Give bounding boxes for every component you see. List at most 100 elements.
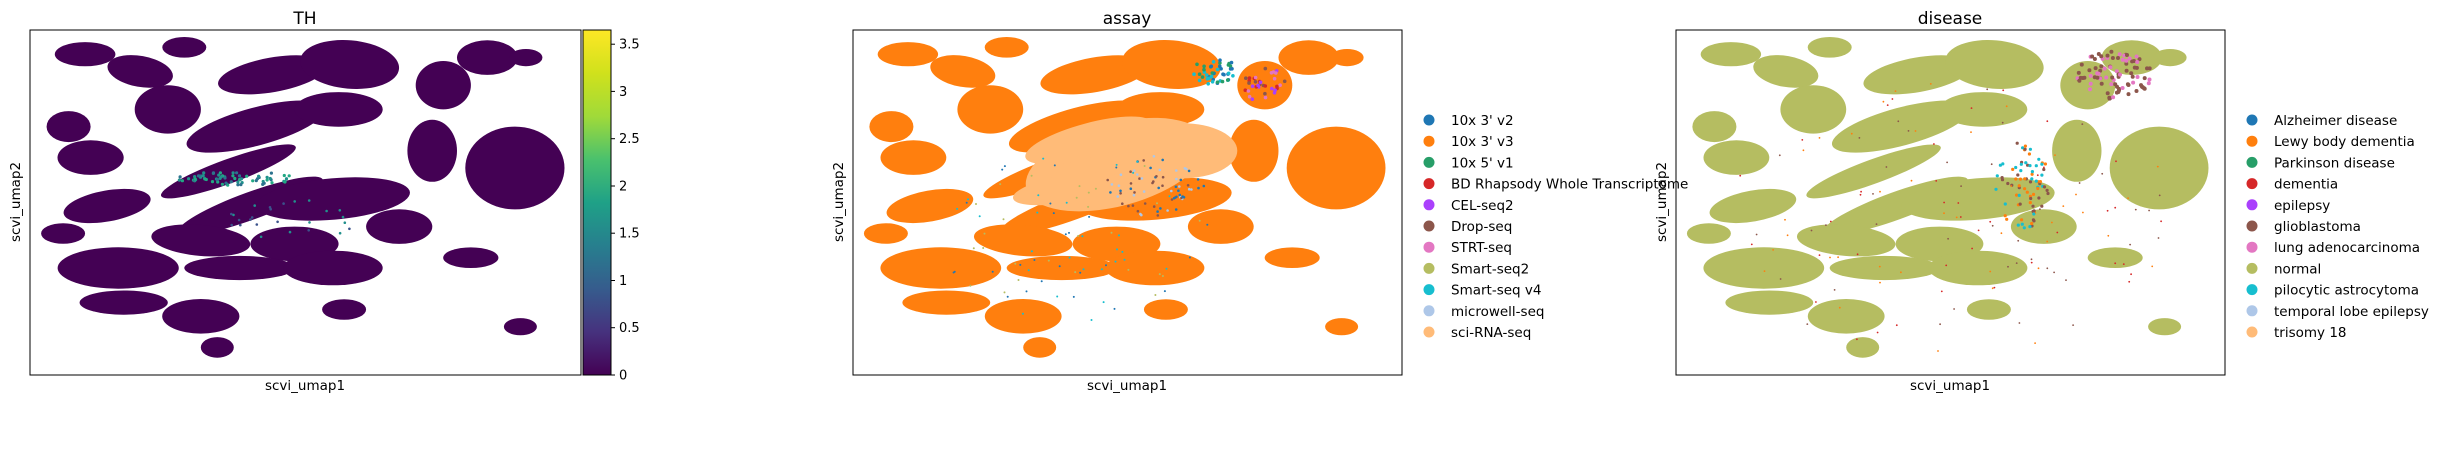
disease-point [2142,86,2147,91]
disease-point [2015,141,2019,145]
assay-point [1136,209,1140,213]
disease-xlabel: scvi_umap1 [1910,378,1990,394]
assay-point [975,203,977,205]
legend-label: STRT-seq [1451,240,1512,256]
assay-point [1175,169,1178,172]
assay-point [1188,256,1191,259]
disease-point [1947,237,1949,240]
disease-point [2032,209,2036,213]
cluster-2 [107,55,173,88]
assay-point [1052,212,1055,215]
assay-point [1156,210,1159,213]
disease-point [2034,179,2038,183]
th-high-expression-point [270,181,274,185]
disease-point [1885,166,1888,168]
legend-marker [1423,284,1435,296]
legend-label: pilocytic astrocytoma [2274,283,2419,299]
assay-point [1114,260,1117,263]
assay-point [1058,265,1061,268]
disease-point [2046,240,2049,243]
disease-point [2109,82,2114,87]
sci-rna-seq-region [1012,172,1122,206]
disease-point [2016,173,2020,177]
disease-point [2137,57,2142,62]
colorbar-tick-label: 0.5 [619,321,640,336]
cluster-16 [160,144,296,199]
cluster-5 [1040,55,1149,95]
assay-point [1206,223,1209,226]
assay-point [1202,67,1206,72]
disease-point [1953,308,1955,310]
assay-point [1219,67,1223,71]
assay-point [1210,71,1215,75]
assay-point [1197,78,1202,83]
assay-point [1158,168,1162,172]
legend-marker [1423,156,1435,168]
disease-point [2131,80,2136,85]
cluster-12 [2109,126,2209,210]
assay-point [1211,60,1216,64]
disease-point [2023,187,2027,191]
th-high-expression-point [231,174,235,178]
assay-point [1155,175,1158,178]
disease-point [1897,120,1900,123]
assay-point [1003,291,1006,294]
colorbar-tick-label: 2.5 [619,132,640,147]
colorbar-tick-label: 2 [619,180,627,195]
disease-point [2160,220,2163,223]
disease-point [2005,217,2009,221]
disease-point [2053,271,2056,274]
disease-point [2120,57,2125,62]
cluster-31 [1846,337,1880,358]
disease-point [2110,75,2115,80]
cluster-13 [46,111,91,143]
assay-point [1136,160,1139,163]
disease-point [2099,54,2104,59]
disease-point [2127,56,2132,61]
disease-point [2090,54,2095,59]
disease-point [2034,164,2038,168]
disease-legend: Alzheimer disease Lewy body dementia Parki… [2246,113,2429,341]
disease-point [1945,264,1948,267]
assay-point [1117,184,1121,187]
disease-point [1779,278,1782,280]
th-high-expression-point [265,178,269,182]
assay-point [1027,269,1030,272]
cluster-3 [984,37,1029,58]
disease-point [1838,306,1841,309]
legend-marker [2246,156,2258,168]
disease-point [1970,107,1973,109]
assay-point [1087,205,1090,208]
th-high-expression-point [224,181,228,185]
disease-point [2109,49,2114,54]
cluster-27 [79,290,168,315]
cluster-3 [1807,37,1852,58]
th-high-expression-point [193,175,197,179]
colorbar-tick-label: 3.5 [619,38,640,53]
disease-point [2019,169,2023,173]
cluster-21 [973,224,1073,257]
cluster-31 [200,337,234,358]
cluster-8 [294,92,383,127]
colorbar-tick-label: 3 [619,85,627,100]
assay-point [1210,80,1215,84]
th-high-expression-point [203,177,207,181]
disease-point [2088,73,2093,78]
disease-point [2088,87,2092,92]
disease-point [2046,191,2050,196]
assay-point [1132,169,1136,172]
cluster-28 [162,299,240,334]
disease-point [2157,237,2160,239]
th-high-expression-point [215,178,219,182]
th-high-expression-point [268,176,272,181]
th-high-expression-point [193,177,197,181]
assay-point [1116,248,1118,251]
disease-point [2158,194,2161,197]
disease-point [2107,96,2112,101]
disease-point [1875,223,1878,226]
cluster-20 [863,223,908,244]
assay-point [1206,82,1210,86]
assay-point [1123,258,1126,261]
assay-point [983,232,986,235]
